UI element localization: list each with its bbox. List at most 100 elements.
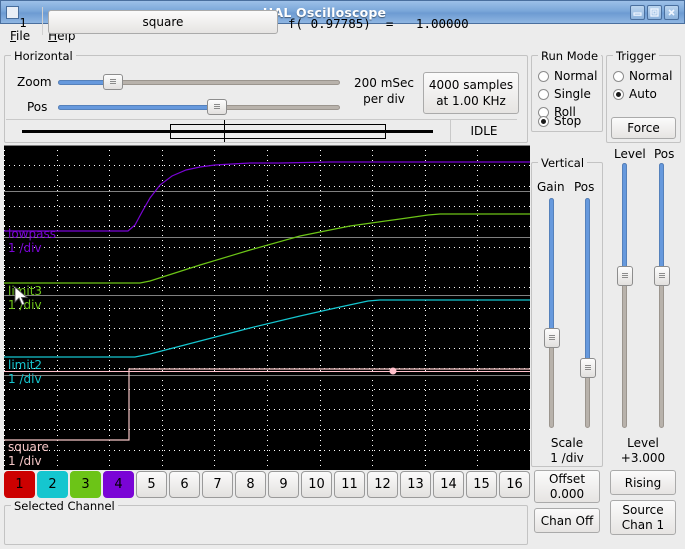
channel-button-label: 12 <box>374 477 391 492</box>
trace-label-limit3-scale: 1 /div <box>8 298 42 312</box>
channel-button-1[interactable]: 1 <box>4 471 35 498</box>
close-icon[interactable] <box>664 4 679 20</box>
channel-button-12[interactable]: 12 <box>367 471 398 498</box>
run-mode-stop[interactable]: Stop <box>538 114 581 128</box>
force-trigger-button[interactable]: Force <box>611 117 676 139</box>
trigger-level-readout-title: Level <box>627 436 659 450</box>
vertical-pos-handle[interactable] <box>580 357 596 378</box>
channel-button-13[interactable]: 13 <box>400 471 431 498</box>
run-mode-panel-title: Run Mode <box>538 49 602 63</box>
channel-off-button[interactable]: Chan Off <box>534 508 600 533</box>
run-state-readout: IDLE <box>450 120 517 142</box>
trigger-panel-title: Trigger <box>613 49 659 63</box>
trace-label-lowpass[interactable]: lowpass 1 /div <box>8 227 56 255</box>
pos-slider-handle[interactable] <box>207 99 228 115</box>
channel-button-10[interactable]: 10 <box>301 471 332 498</box>
trigger-edge-button[interactable]: Rising <box>610 470 676 495</box>
channel-button-label: 13 <box>407 477 424 492</box>
trigger-level-handle[interactable] <box>617 265 633 286</box>
channel-button-label: 3 <box>81 477 90 492</box>
selected-signal-button[interactable]: square <box>48 10 278 34</box>
trace-square <box>4 368 530 441</box>
scope-canvas[interactable] <box>4 145 530 470</box>
sample-rate-line2: at 1.00 KHz <box>436 94 506 108</box>
zoom-slider[interactable] <box>58 74 340 90</box>
channel-button-2[interactable]: 2 <box>37 471 68 498</box>
trace-label-lowpass-scale: 1 /div <box>8 241 42 255</box>
waveform-position-bar[interactable] <box>6 120 450 142</box>
trigger-pos-slider[interactable] <box>654 163 670 428</box>
channel-button-8[interactable]: 8 <box>235 471 266 498</box>
minimize-icon[interactable] <box>630 4 645 20</box>
channel-button-label: 8 <box>246 477 255 492</box>
trace-label-square[interactable]: square 1 /div <box>8 440 49 468</box>
radio-icon[interactable] <box>538 70 549 82</box>
scope-markers[interactable] <box>389 367 397 375</box>
trigger-point-marker[interactable] <box>389 367 397 375</box>
channel-button-label: 9 <box>279 477 288 492</box>
maximize-icon[interactable] <box>647 4 662 20</box>
trigger-level-slider[interactable] <box>617 163 633 428</box>
vertical-gain-slider-label: Gain <box>537 180 565 194</box>
trigger-source-button[interactable]: Source Chan 1 <box>610 500 676 535</box>
timebase-readout-line1: 200 mSec <box>353 76 414 90</box>
scope-grid-major <box>4 145 530 376</box>
trace-label-square-scale: 1 /div <box>8 454 42 468</box>
trigger-panel: Trigger Normal Auto <box>606 49 681 143</box>
trigger-level-fill <box>622 163 627 276</box>
channel-button-16[interactable]: 16 <box>499 471 530 498</box>
scope-display[interactable]: lowpass 1 /div limit3 1 /div limit2 1 /d… <box>4 145 530 470</box>
waveform-view-window[interactable] <box>170 124 386 139</box>
run-mode-normal[interactable]: Normal <box>538 69 597 83</box>
menu-file[interactable]: File <box>10 28 31 43</box>
channel-button-9[interactable]: 9 <box>268 471 299 498</box>
scope-traces <box>4 161 530 441</box>
channel-button-4[interactable]: 4 <box>103 471 134 498</box>
channel-button-label: 4 <box>114 477 123 492</box>
trace-label-square-name: square <box>8 440 49 454</box>
radio-icon-selected[interactable] <box>538 115 549 127</box>
trigger-auto[interactable]: Auto <box>613 87 657 101</box>
vertical-gain-handle[interactable] <box>544 328 560 349</box>
selected-channel-divider <box>42 7 43 35</box>
vertical-panel: Vertical <box>531 156 603 467</box>
trigger-pos-slider-label: Pos <box>654 147 675 161</box>
radio-icon-selected[interactable] <box>613 88 624 100</box>
trace-label-limit2[interactable]: limit2 1 /div <box>8 358 42 386</box>
horizontal-pos-slider[interactable] <box>58 99 340 115</box>
channel-button-11[interactable]: 11 <box>334 471 365 498</box>
vertical-offset-button[interactable]: Offset 0.000 <box>534 470 600 503</box>
channel-button-label: 14 <box>440 477 457 492</box>
menu-file-label: ile <box>16 28 31 43</box>
trigger-source-line1: Source <box>622 502 664 517</box>
trigger-pos-handle[interactable] <box>654 265 670 286</box>
channel-button-5[interactable]: 5 <box>136 471 167 498</box>
window-menu-icon[interactable] <box>6 5 19 19</box>
sample-rate-button[interactable]: 4000 samples at 1.00 KHz <box>423 72 519 114</box>
vertical-pos-slider-label: Pos <box>574 180 595 194</box>
vertical-gain-fill <box>549 198 554 339</box>
channel-button-label: 15 <box>473 477 490 492</box>
vertical-pos-slider[interactable] <box>580 198 596 428</box>
channel-button-7[interactable]: 7 <box>202 471 233 498</box>
pos-label: Pos <box>27 100 48 114</box>
channel-button-3[interactable]: 3 <box>70 471 101 498</box>
channel-button-15[interactable]: 15 <box>466 471 497 498</box>
vertical-gain-slider[interactable] <box>544 198 560 428</box>
channel-button-14[interactable]: 14 <box>433 471 464 498</box>
trigger-level-readout: Level +3.000 <box>610 436 676 466</box>
radio-icon[interactable] <box>538 88 549 100</box>
vertical-panel-title: Vertical <box>538 156 588 170</box>
sample-rate-line1: 4000 samples <box>428 78 514 92</box>
channel-button-6[interactable]: 6 <box>169 471 200 498</box>
radio-icon[interactable] <box>613 70 624 82</box>
pos-slider-fill <box>58 105 218 110</box>
waveform-extent-line <box>22 130 433 133</box>
zoom-slider-handle[interactable] <box>102 74 123 90</box>
trigger-pos-fill <box>659 163 664 276</box>
run-mode-single[interactable]: Single <box>538 87 591 101</box>
trace-limit3 <box>4 213 530 284</box>
timebase-readout-line2: per div <box>363 92 405 106</box>
trigger-normal[interactable]: Normal <box>613 69 672 83</box>
scope-background <box>4 145 530 470</box>
